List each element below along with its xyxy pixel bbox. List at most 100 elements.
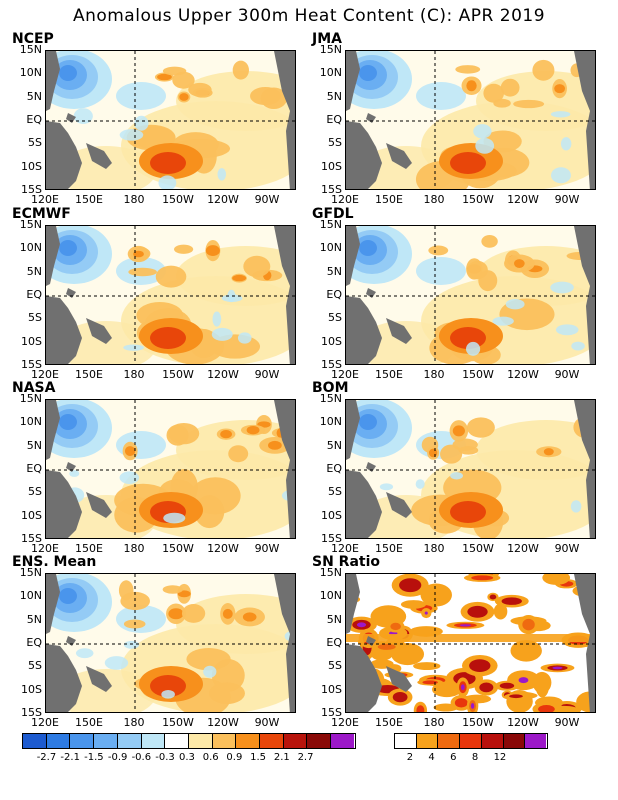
colorbar-label: -0.9 <box>107 752 128 763</box>
colorbar-label: -2.1 <box>60 752 80 763</box>
longitude-label: 150W <box>462 193 494 206</box>
latitude-label: 5S <box>28 311 42 325</box>
panel-name: GFDL <box>312 206 354 222</box>
heat-content-map <box>345 573 596 713</box>
latitude-label: 5S <box>28 485 42 499</box>
map-panel: NASA 15N 10N 5N EQ 5S 10S 15S 120E 150E 180 150W 120… <box>0 380 298 557</box>
panel-name: ECMWF <box>12 206 71 222</box>
anomaly-colorbar <box>22 733 356 749</box>
latitude-label: 15N <box>19 43 42 56</box>
latitude-label: 15S <box>321 532 342 545</box>
latitude-label: 15N <box>19 218 42 231</box>
heat-content-map <box>45 573 296 713</box>
latitude-label: 10N <box>19 66 42 80</box>
longitude-label: 120W <box>207 368 239 381</box>
latitude-label: EQ <box>326 636 342 649</box>
longitude-label: 120E <box>31 193 59 206</box>
longitude-label: 120E <box>331 193 359 206</box>
longitude-label: 150W <box>162 542 194 555</box>
longitude-label: 150W <box>462 368 494 381</box>
latitude-label: EQ <box>26 462 42 475</box>
latitude-label: 5S <box>328 136 342 150</box>
colorbar-swatch <box>307 734 332 748</box>
longitude-label: 150E <box>375 368 403 381</box>
latitude-label: 15N <box>319 392 342 405</box>
heat-content-map <box>345 50 596 190</box>
latitude-label: 10S <box>21 508 42 522</box>
latitude-label: 10S <box>321 159 342 173</box>
latitude-label: 15S <box>21 532 42 545</box>
longitude-label: 150E <box>75 716 103 729</box>
colorbar-swatch <box>46 734 71 748</box>
colorbar-swatch <box>525 734 546 748</box>
map-panel: SN Ratio 15N 10N 5N EQ 5S 10S 15S 120E 150E 180 150… <box>300 554 598 731</box>
colorbar-swatch <box>503 734 526 748</box>
colorbar-label: -2.7 <box>36 752 57 763</box>
colorbar-label: 0.3 <box>179 752 195 763</box>
page-title: Anomalous Upper 300m Heat Content (C): A… <box>72 6 546 26</box>
sn-ratio-colorbar <box>394 733 548 749</box>
longitude-label: 150W <box>462 716 494 729</box>
colorbar-swatch <box>481 734 504 748</box>
colorbar-swatch <box>70 734 95 748</box>
longitude-label: 180 <box>123 368 145 381</box>
latitude-label: 10S <box>321 682 342 696</box>
latitude-label: 10N <box>319 241 342 255</box>
longitude-label: 90W <box>554 193 580 206</box>
longitude-label: 120W <box>207 716 239 729</box>
longitude-label: 120W <box>207 542 239 555</box>
panel-name: NASA <box>12 380 56 396</box>
panel-name: SN Ratio <box>312 554 381 570</box>
latitude-label: 10N <box>319 589 342 603</box>
colorbar-label: 2 <box>406 752 414 763</box>
colorbar-label: 12 <box>493 752 507 763</box>
longitude-label: 120W <box>207 193 239 206</box>
latitude-label: EQ <box>26 113 42 126</box>
latitude-label: 10N <box>19 589 42 603</box>
longitude-label: 120E <box>31 716 59 729</box>
colorbar-label: -0.6 <box>131 752 152 763</box>
longitude-label: 120E <box>31 542 59 555</box>
latitude-label: 15N <box>19 566 42 579</box>
colorbar-label: -1.5 <box>84 752 104 763</box>
colorbar-swatch <box>188 734 213 748</box>
longitude-label: 120W <box>507 193 539 206</box>
colorbar-label: 0.9 <box>226 752 243 763</box>
latitude-label: 10S <box>321 508 342 522</box>
colorbar-swatch <box>165 734 189 748</box>
colorbar-swatch <box>117 734 142 748</box>
panel-name: BOM <box>312 380 349 396</box>
latitude-label: 15S <box>21 358 42 371</box>
longitude-label: 90W <box>254 542 280 555</box>
longitude-label: 150E <box>75 193 103 206</box>
longitude-label: 90W <box>554 716 580 729</box>
longitude-label: 90W <box>554 542 580 555</box>
latitude-label: 5S <box>328 311 342 325</box>
panel-name: JMA <box>312 31 342 47</box>
latitude-label: EQ <box>26 288 42 301</box>
longitude-label: 180 <box>123 716 145 729</box>
longitude-label: 180 <box>123 193 145 206</box>
latitude-label: 5N <box>326 264 342 278</box>
latitude-label: 5N <box>26 89 42 103</box>
latitude-label: 5N <box>326 612 342 626</box>
longitude-label: 150W <box>162 368 194 381</box>
longitude-label: 120E <box>31 368 59 381</box>
latitude-label: EQ <box>26 636 42 649</box>
latitude-label: 5S <box>328 485 342 499</box>
heat-content-map <box>45 50 296 190</box>
map-panel: JMA 15N 10N 5N EQ 5S 10S 15S 120E 150E 180 150W 120W… <box>300 31 598 208</box>
latitude-label: 15S <box>21 706 42 719</box>
longitude-label: 180 <box>423 542 445 555</box>
colorbar-label: 1.5 <box>250 752 267 763</box>
colorbar-label: 0.6 <box>202 752 219 763</box>
longitude-label: 120W <box>507 368 539 381</box>
map-panel: BOM 15N 10N 5N EQ 5S 10S 15S 120E 150E 180 150W 120W… <box>300 380 598 557</box>
colorbar-swatch <box>395 734 417 748</box>
map-panel: ENS. Mean 15N 10N 5N EQ 5S 10S 15S 120E 150E 180 15… <box>0 554 298 731</box>
latitude-label: 15S <box>21 183 42 196</box>
colorbar-label: 2.1 <box>273 752 290 763</box>
latitude-label: 5S <box>328 659 342 673</box>
longitude-label: 150E <box>75 542 103 555</box>
colorbar-swatch <box>460 734 482 748</box>
